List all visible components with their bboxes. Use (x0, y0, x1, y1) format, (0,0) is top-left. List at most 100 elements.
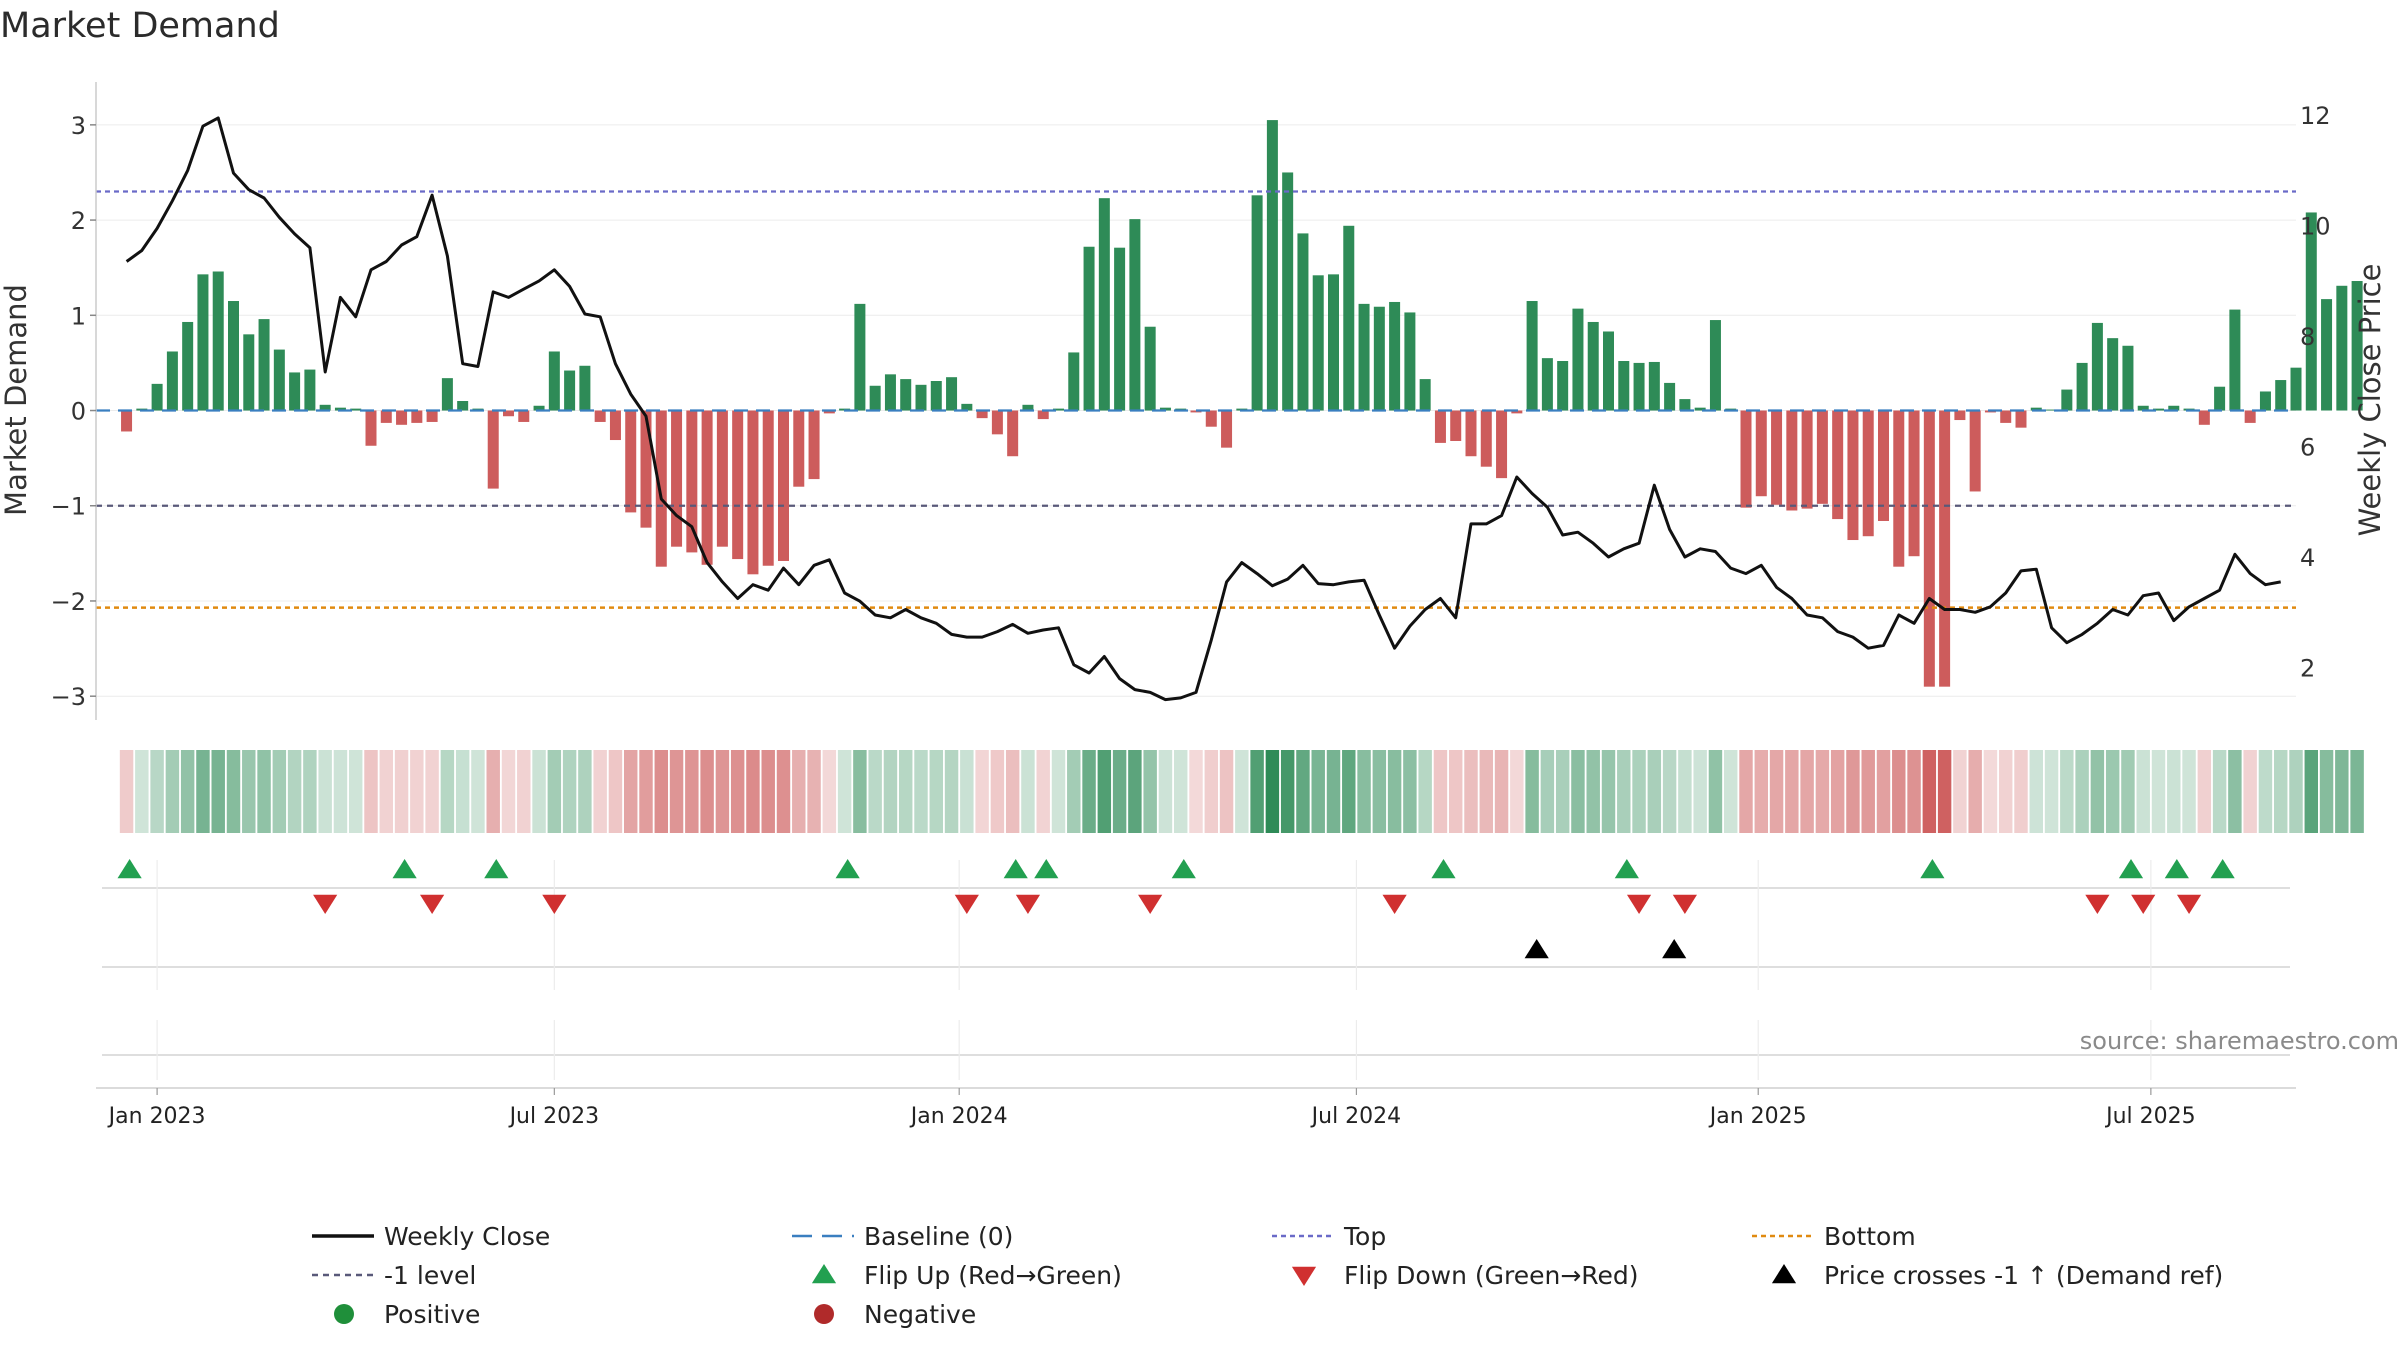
negative-bar (1740, 410, 1752, 508)
heat-cell (669, 750, 684, 833)
negative-bar (1221, 410, 1233, 448)
heat-cell (1204, 750, 1218, 833)
heat-cell (455, 750, 470, 833)
positive-bar (1404, 312, 1416, 411)
heat-cell (2258, 750, 2273, 833)
positive-bar (2229, 309, 2241, 411)
positive-bar (1053, 408, 1064, 411)
positive-bar (334, 407, 346, 411)
heat-cell (1219, 750, 1234, 833)
heat-cell (1005, 750, 1020, 833)
negative-bar (1771, 410, 1783, 505)
heat-cell (257, 750, 271, 833)
positive-bar (1266, 120, 1278, 411)
heat-cell (807, 750, 821, 833)
legend-item-positive: Positive (334, 1300, 480, 1329)
positive-bar (1098, 198, 1110, 411)
negative-bar (762, 410, 774, 566)
negative-bar (1939, 410, 1951, 687)
heat-cell (1112, 750, 1127, 833)
heat-cell (1892, 750, 1906, 833)
heat-cell (1922, 750, 1937, 833)
heat-cell (1861, 750, 1875, 833)
heat-cell (2014, 750, 2028, 833)
positive-bar (273, 349, 285, 411)
heat-cell (837, 750, 852, 833)
negative-bar (1893, 410, 1905, 567)
heat-cell (1601, 750, 1616, 833)
positive-bar (1282, 172, 1294, 411)
left-tick-label: −3 (51, 683, 86, 711)
flip-down-marker (2085, 894, 2110, 914)
heat-cell (624, 750, 638, 833)
legend-item-bottom: Bottom (1752, 1222, 1916, 1251)
heat-cell (1617, 750, 1631, 833)
heat-cell (1494, 750, 1509, 833)
heat-cell (1403, 750, 1417, 833)
legend-label: Positive (384, 1300, 480, 1329)
negative-bar (1511, 410, 1523, 414)
heat-cell (303, 750, 317, 833)
heat-cell (2350, 750, 2364, 833)
legend-item-flipup: Flip Up (Red→Green) (811, 1261, 1122, 1290)
heat-cell (196, 750, 210, 833)
positive-bar (166, 351, 178, 411)
positive-bar (2259, 391, 2271, 411)
positive-bar (2153, 408, 2164, 411)
positive-bar (1312, 275, 1324, 411)
heat-cell (1464, 750, 1478, 833)
heat-cell (2319, 750, 2334, 833)
heat-cell (2212, 750, 2227, 833)
date-tick-label: Jul 2024 (1310, 1104, 1402, 1129)
positive-bar (1633, 362, 1645, 411)
positive-bar (2091, 322, 2103, 411)
flip-up-marker (2210, 859, 2235, 879)
heat-cell (1189, 750, 1203, 833)
heat-cell (1983, 750, 1998, 833)
heat-cell (2151, 750, 2166, 833)
heat-cell (1326, 750, 1341, 833)
positive-bar (2137, 405, 2149, 411)
heat-cell (960, 750, 974, 833)
legend-item-negative: Negative (814, 1300, 976, 1329)
legend-label: Flip Up (Red→Green) (864, 1261, 1122, 1290)
positive-bar (1709, 320, 1721, 411)
heat-cell (1235, 750, 1249, 833)
negative-bar (2244, 410, 2256, 423)
heat-cell (1800, 750, 1814, 833)
positive-bar (1129, 219, 1141, 411)
heat-cell (1067, 750, 1081, 833)
negative-bar (823, 410, 835, 414)
right-axis-label: Weekly Close Price (2353, 264, 2387, 537)
weekly-close-line (125, 116, 2281, 702)
negative-bar (991, 410, 1003, 435)
positive-bar (548, 351, 560, 411)
positive-bar (1679, 399, 1691, 411)
positive-bar (869, 385, 881, 411)
heat-cell (715, 750, 730, 833)
heat-cell (394, 750, 409, 833)
positive-bar (1557, 361, 1569, 411)
price-cross-markers (1524, 939, 1687, 959)
positive-bar (2030, 407, 2042, 411)
flip-down-marker (1672, 894, 1697, 914)
negative-bar (609, 410, 621, 441)
positive-bar (900, 379, 912, 411)
negative-bar (976, 410, 988, 419)
reference-lines (96, 190, 2296, 609)
heat-cell (792, 750, 806, 833)
heat-cell (2182, 750, 2196, 833)
legend-swatch (1291, 1266, 1317, 1286)
heat-cell (578, 750, 592, 833)
flip-up-markers (117, 859, 2235, 879)
heat-cell (150, 750, 164, 833)
legend-label: Flip Down (Green→Red) (1344, 1261, 1639, 1290)
positive-bar (2321, 299, 2333, 411)
legend-item-flipdown: Flip Down (Green→Red) (1291, 1261, 1639, 1290)
heat-cell (883, 750, 898, 833)
heat-cell (1953, 750, 1967, 833)
heat-cell (486, 750, 500, 833)
legend-item-cross: Price crosses -1 ↑ (Demand ref) (1771, 1261, 2223, 1290)
left-tick-label: 3 (71, 112, 86, 140)
